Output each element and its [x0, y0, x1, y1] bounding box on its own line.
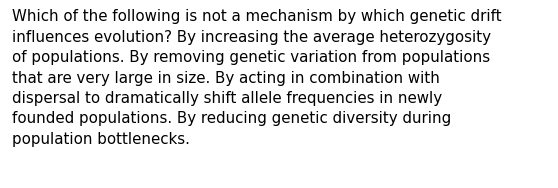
- Text: Which of the following is not a mechanism by which genetic drift
influences evol: Which of the following is not a mechanis…: [12, 9, 502, 147]
